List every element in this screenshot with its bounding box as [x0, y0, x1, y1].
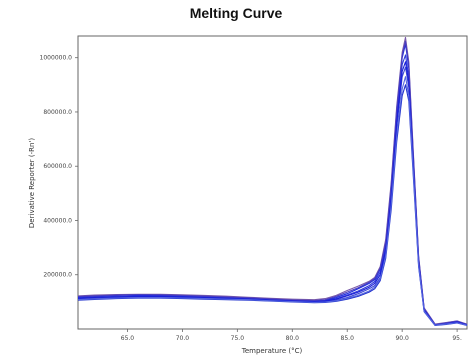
x-tick-label: 75.0: [231, 335, 245, 342]
series-group: [77, 36, 468, 327]
y-tick-label: 200000.0: [43, 272, 72, 279]
y-tick-label: 400000.0: [43, 217, 72, 224]
chart-title: Melting Curve: [189, 5, 283, 21]
x-tick-label: 85.0: [341, 335, 355, 342]
melt-curve-8: [77, 76, 468, 326]
x-tick-label: 65.0: [121, 335, 135, 342]
y-tick-label: 600000.0: [43, 163, 72, 170]
x-tick-label: 90.0: [395, 335, 409, 342]
x-axis-title: Temperature (°C): [241, 347, 303, 355]
x-tick-label: 70.0: [176, 335, 190, 342]
x-tick-label: 80.0: [286, 335, 300, 342]
x-tick-label: 95.: [452, 335, 462, 342]
y-tick-label: 1000000.0: [40, 55, 73, 62]
x-axis-ticks: 65.0 70.0 75.0 80.0 85.0 90.0 95.: [121, 329, 462, 342]
y-axis-title: Derivative Reporter (-Rn'): [28, 138, 36, 228]
y-axis-ticks: 200000.0 400000.0 600000.0 800000.0 1000000.…: [40, 55, 78, 279]
plot-frame: [77, 35, 468, 330]
y-tick-label: 800000.0: [43, 109, 72, 116]
